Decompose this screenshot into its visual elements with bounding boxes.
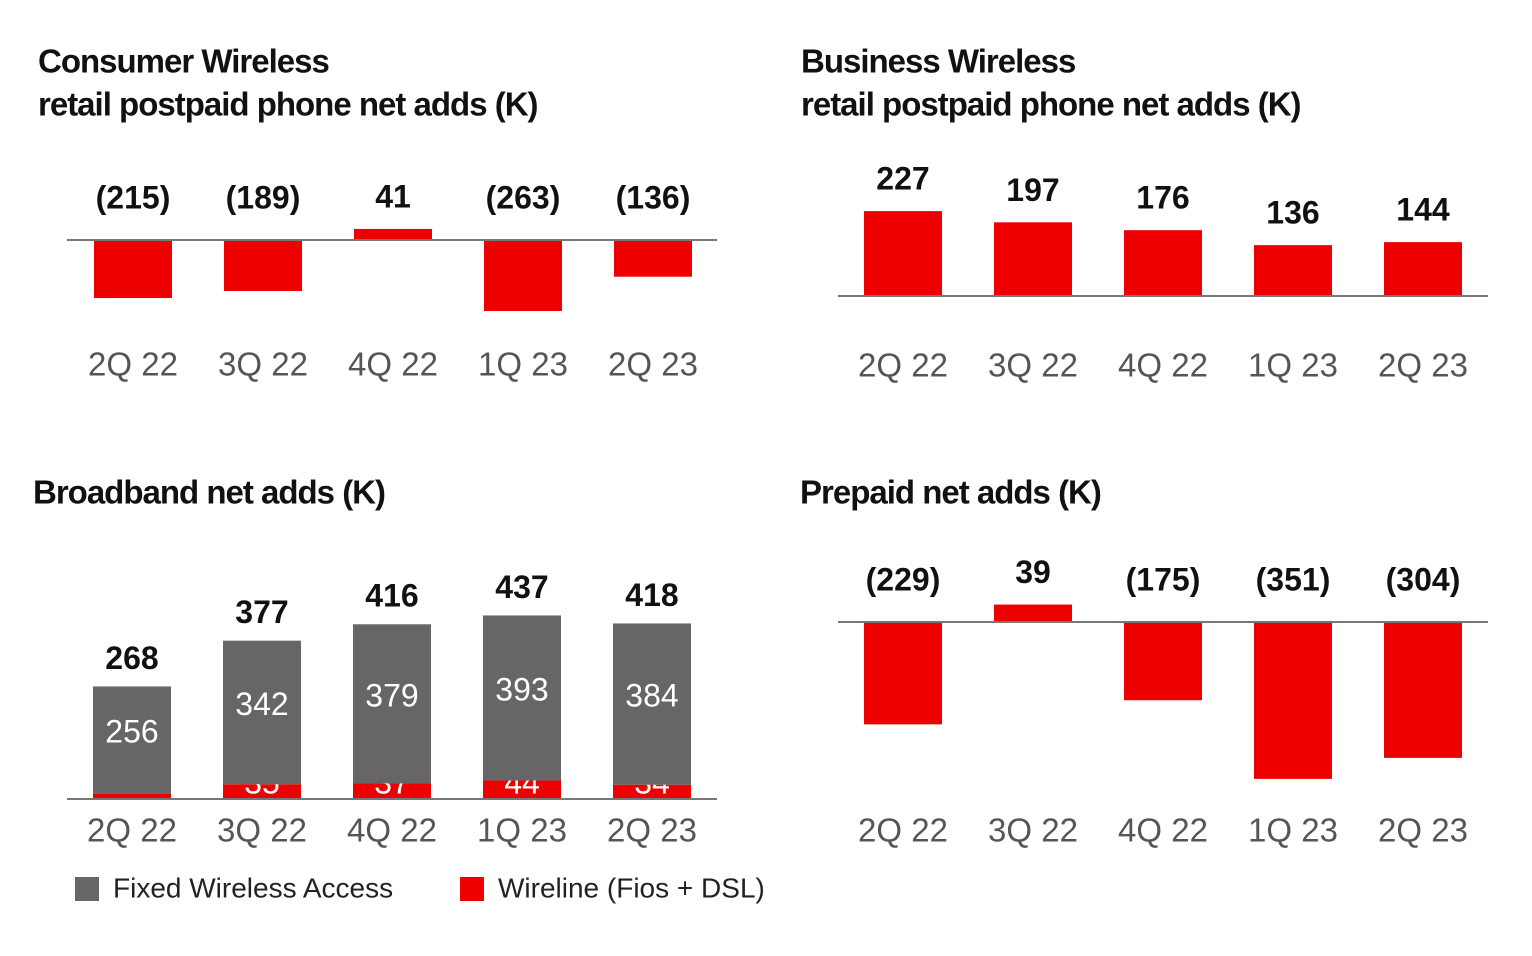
value-label: 136 — [1266, 195, 1319, 231]
x-tick-label: 2Q 23 — [1378, 812, 1468, 849]
total-label: 418 — [625, 577, 678, 613]
total-label: 268 — [105, 640, 158, 676]
x-tick-label: 4Q 22 — [348, 346, 438, 383]
bar-segment — [483, 615, 561, 781]
value-label: 176 — [1136, 180, 1189, 216]
x-tick-label: 4Q 22 — [1118, 812, 1208, 849]
value-label: 197 — [1006, 172, 1059, 208]
x-tick-label: 2Q 22 — [858, 347, 948, 384]
chart-title: retail postpaid phone net adds (K) — [38, 86, 538, 123]
x-tick-label: 4Q 22 — [1118, 347, 1208, 384]
value-label: (189) — [226, 179, 301, 215]
bar — [994, 222, 1072, 296]
x-tick-label: 3Q 22 — [988, 347, 1078, 384]
chart-title: Prepaid net adds (K) — [800, 474, 1101, 511]
x-tick-label: 1Q 23 — [1248, 812, 1338, 849]
chart-title: Consumer Wireless — [38, 43, 329, 80]
bar-segment — [483, 780, 561, 799]
bar-segment — [93, 793, 171, 799]
value-label: 144 — [1396, 192, 1450, 228]
value-label: (263) — [486, 179, 561, 215]
segment-label: 384 — [625, 678, 678, 714]
segment-label: 393 — [495, 671, 548, 707]
x-tick-label: 2Q 22 — [858, 812, 948, 849]
x-tick-label: 3Q 22 — [218, 346, 308, 383]
bar — [224, 240, 302, 292]
value-label: (215) — [96, 179, 171, 215]
bar — [614, 240, 692, 277]
bar — [94, 240, 172, 299]
bar — [994, 604, 1072, 622]
bar-segment — [613, 784, 691, 799]
legend-swatch — [75, 877, 99, 901]
x-tick-label: 2Q 23 — [608, 346, 698, 383]
chart-title: retail postpaid phone net adds (K) — [801, 86, 1301, 123]
value-label: (229) — [866, 561, 941, 597]
legend-label: Fixed Wireless Access — [113, 872, 393, 903]
x-tick-label: 2Q 23 — [607, 812, 697, 849]
value-label: (136) — [616, 179, 691, 215]
x-tick-label: 1Q 23 — [477, 812, 567, 849]
bar-segment — [353, 624, 431, 784]
value-label: (175) — [1126, 561, 1201, 597]
segment-label: 342 — [235, 686, 288, 722]
segment-label: 256 — [105, 714, 158, 750]
bar-segment — [223, 784, 301, 799]
chart-title: Broadband net adds (K) — [33, 474, 385, 511]
bar — [1124, 230, 1202, 296]
bar — [864, 211, 942, 296]
x-tick-label: 1Q 23 — [1248, 347, 1338, 384]
x-tick-label: 2Q 22 — [87, 812, 177, 849]
chart-title: Business Wireless — [801, 43, 1075, 80]
total-label: 377 — [235, 594, 288, 630]
x-tick-label: 4Q 22 — [347, 812, 437, 849]
bar — [1254, 622, 1332, 779]
total-label: 437 — [495, 569, 548, 605]
bar — [1384, 622, 1462, 758]
segment-label: 379 — [365, 677, 418, 713]
bar-segment — [613, 623, 691, 785]
bar — [1254, 245, 1332, 296]
value-label: 39 — [1015, 554, 1051, 590]
bar-segment — [93, 686, 171, 794]
value-label: (351) — [1256, 561, 1331, 597]
bar — [354, 228, 432, 240]
value-label: (304) — [1386, 561, 1461, 597]
total-label: 416 — [365, 578, 418, 614]
bar — [1124, 622, 1202, 701]
value-label: 41 — [375, 178, 411, 214]
value-label: 227 — [876, 161, 929, 197]
legend-swatch — [460, 877, 484, 901]
bar — [484, 240, 562, 312]
x-tick-label: 3Q 22 — [217, 812, 307, 849]
legend-label: Wireline (Fios + DSL) — [498, 872, 765, 903]
x-tick-label: 1Q 23 — [478, 346, 568, 383]
x-tick-label: 2Q 23 — [1378, 347, 1468, 384]
bar — [864, 622, 942, 725]
bar — [1384, 242, 1462, 296]
x-tick-label: 2Q 22 — [88, 346, 178, 383]
bar-segment — [223, 640, 301, 785]
x-tick-label: 3Q 22 — [988, 812, 1078, 849]
bar-segment — [353, 783, 431, 799]
